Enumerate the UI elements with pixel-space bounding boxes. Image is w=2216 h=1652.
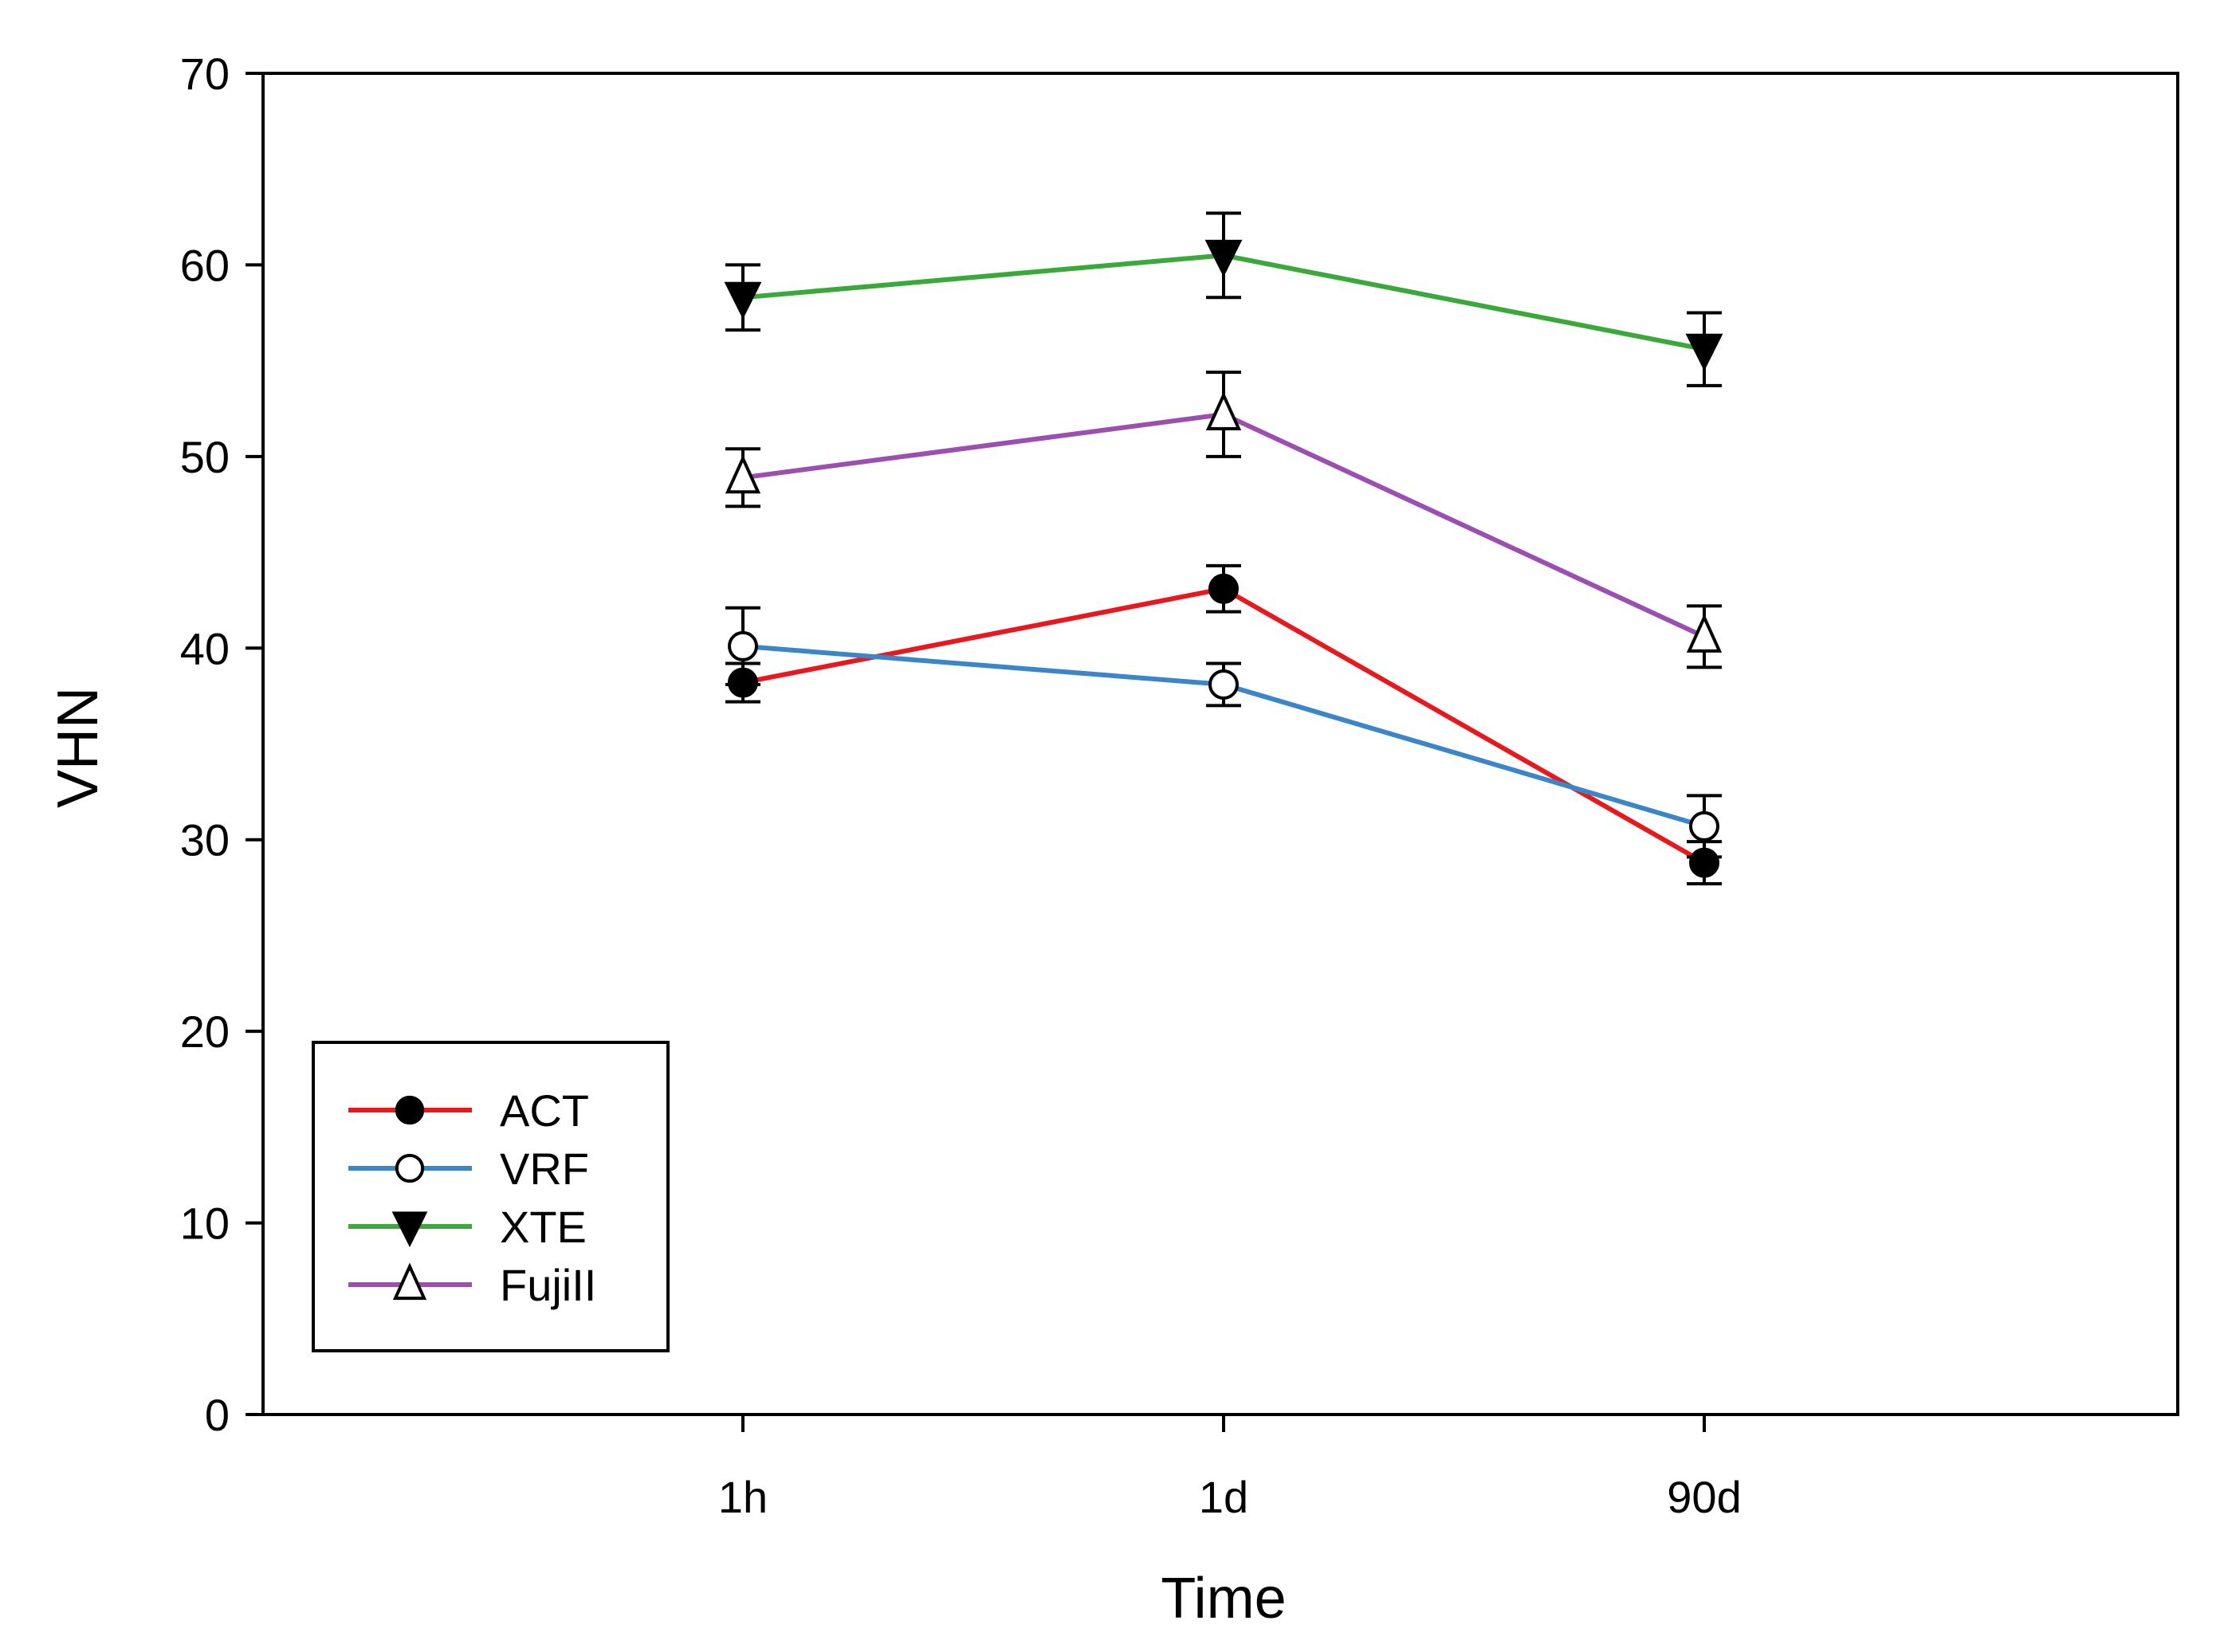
x-tick-label: 1h [718, 1472, 768, 1522]
data-point [724, 281, 762, 320]
legend-box [312, 1041, 670, 1352]
legend-label: XTE [500, 1202, 587, 1252]
data-point [1204, 239, 1243, 277]
y-tick-label: 30 [180, 815, 230, 865]
legend-entry-fujiii: FujiII [348, 1260, 596, 1310]
y-tick-label: 20 [180, 1007, 230, 1057]
data-point [1205, 391, 1242, 430]
data-point [725, 454, 761, 494]
y-tick-label: 50 [180, 432, 230, 482]
x-tick-label: 1d [1199, 1472, 1248, 1522]
data-point [391, 1211, 428, 1248]
legend-entry-xte: XTE [348, 1202, 587, 1252]
x-axis: 1h 1d 90d [718, 1415, 1742, 1522]
y-tick-label: 0 [205, 1390, 230, 1440]
y-axis-label: VHN [46, 687, 110, 808]
y-tick-label: 10 [180, 1199, 230, 1249]
x-tick-label: 90d [1667, 1472, 1741, 1522]
x-axis-label: Time [1161, 1567, 1286, 1630]
data-point [1686, 614, 1723, 653]
data-point [395, 1095, 425, 1125]
series-act [725, 563, 1722, 886]
legend-label: FujiII [500, 1260, 596, 1310]
data-point [392, 1262, 427, 1301]
data-point [1208, 573, 1239, 604]
data-point [395, 1153, 425, 1183]
series-fujiii [725, 371, 1723, 669]
legend-label: ACT [500, 1085, 589, 1136]
series-xte [724, 211, 1723, 387]
y-tick-label: 40 [180, 623, 230, 673]
legend-entry-vrf: VRF [348, 1144, 589, 1194]
data-point [1208, 669, 1239, 700]
series-layer [724, 211, 1723, 886]
series-vrf [725, 606, 1722, 859]
y-tick-label: 70 [180, 49, 230, 99]
legend: ACT VRF XTE FujiII [312, 1041, 670, 1352]
legend-label: VRF [500, 1144, 589, 1194]
data-point [1689, 810, 1719, 842]
data-point [728, 630, 758, 661]
y-axis: 0 10 20 30 40 50 60 70 [180, 49, 263, 1440]
data-point [1685, 333, 1723, 371]
legend-entry-act: ACT [348, 1085, 589, 1136]
y-tick-label: 60 [180, 240, 230, 290]
